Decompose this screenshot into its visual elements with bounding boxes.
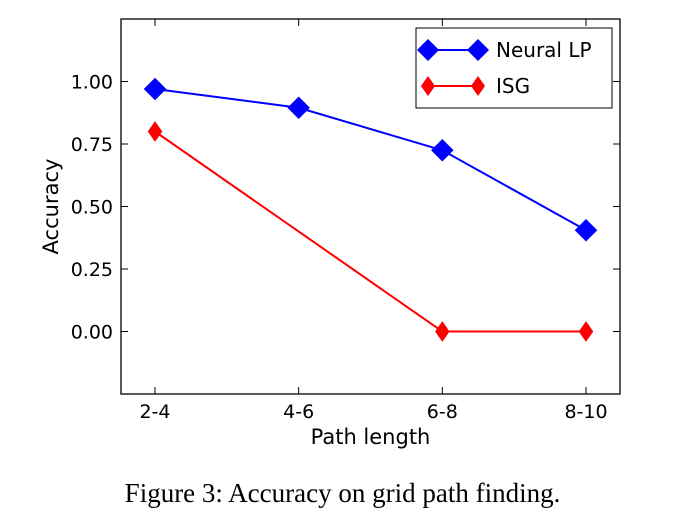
x-tick-label: 4-6 <box>283 401 314 423</box>
data-point-isg <box>578 321 594 342</box>
x-axis-label: Path length <box>311 425 431 449</box>
y-axis: 0.00 0.25 0.50 0.75 1.00 <box>71 72 620 344</box>
legend: Neural LP ISG <box>415 27 613 109</box>
series-line-neural-lp <box>154 88 587 232</box>
data-point-neural-lp <box>430 138 454 162</box>
data-point-isg <box>435 321 450 342</box>
legend-marker <box>421 76 435 96</box>
y-tick-label: 1.00 <box>71 72 113 94</box>
y-tick-label: 0.25 <box>71 259 113 281</box>
series-layer <box>143 77 598 342</box>
legend-marker <box>417 39 439 61</box>
series-isg <box>147 121 594 342</box>
series-line-isg <box>154 130 586 333</box>
legend-item-neural-lp: Neural LP <box>417 38 592 62</box>
x-tick-label: 2-4 <box>139 401 170 423</box>
legend-item-isg: ISG <box>421 74 530 98</box>
x-tick-label: 6-8 <box>427 401 458 423</box>
x-axis: 2-4 4-6 6-8 8-10 <box>139 19 608 423</box>
series-neural-lp <box>143 77 598 242</box>
legend-marker <box>467 39 489 61</box>
accuracy-chart: 2-4 4-6 6-8 8-10 0.00 0.25 0.50 0.75 1.00 Path … <box>39 18 621 449</box>
legend-box <box>415 27 613 109</box>
legend-label: Neural LP <box>496 38 592 62</box>
figure-caption: Figure 3: Accuracy on grid path finding. <box>124 478 561 508</box>
data-point-isg <box>147 121 163 142</box>
data-point-neural-lp <box>287 96 311 120</box>
y-tick-label: 0.00 <box>71 322 113 344</box>
y-tick-label: 0.50 <box>71 197 113 219</box>
y-axis-label: Accuracy <box>39 159 63 255</box>
data-point-neural-lp <box>143 77 167 101</box>
x-tick-label: 8-10 <box>564 401 607 423</box>
y-tick-label: 0.75 <box>71 134 113 156</box>
legend-marker <box>471 76 485 96</box>
data-point-neural-lp <box>574 218 598 242</box>
legend-label: ISG <box>496 74 530 98</box>
